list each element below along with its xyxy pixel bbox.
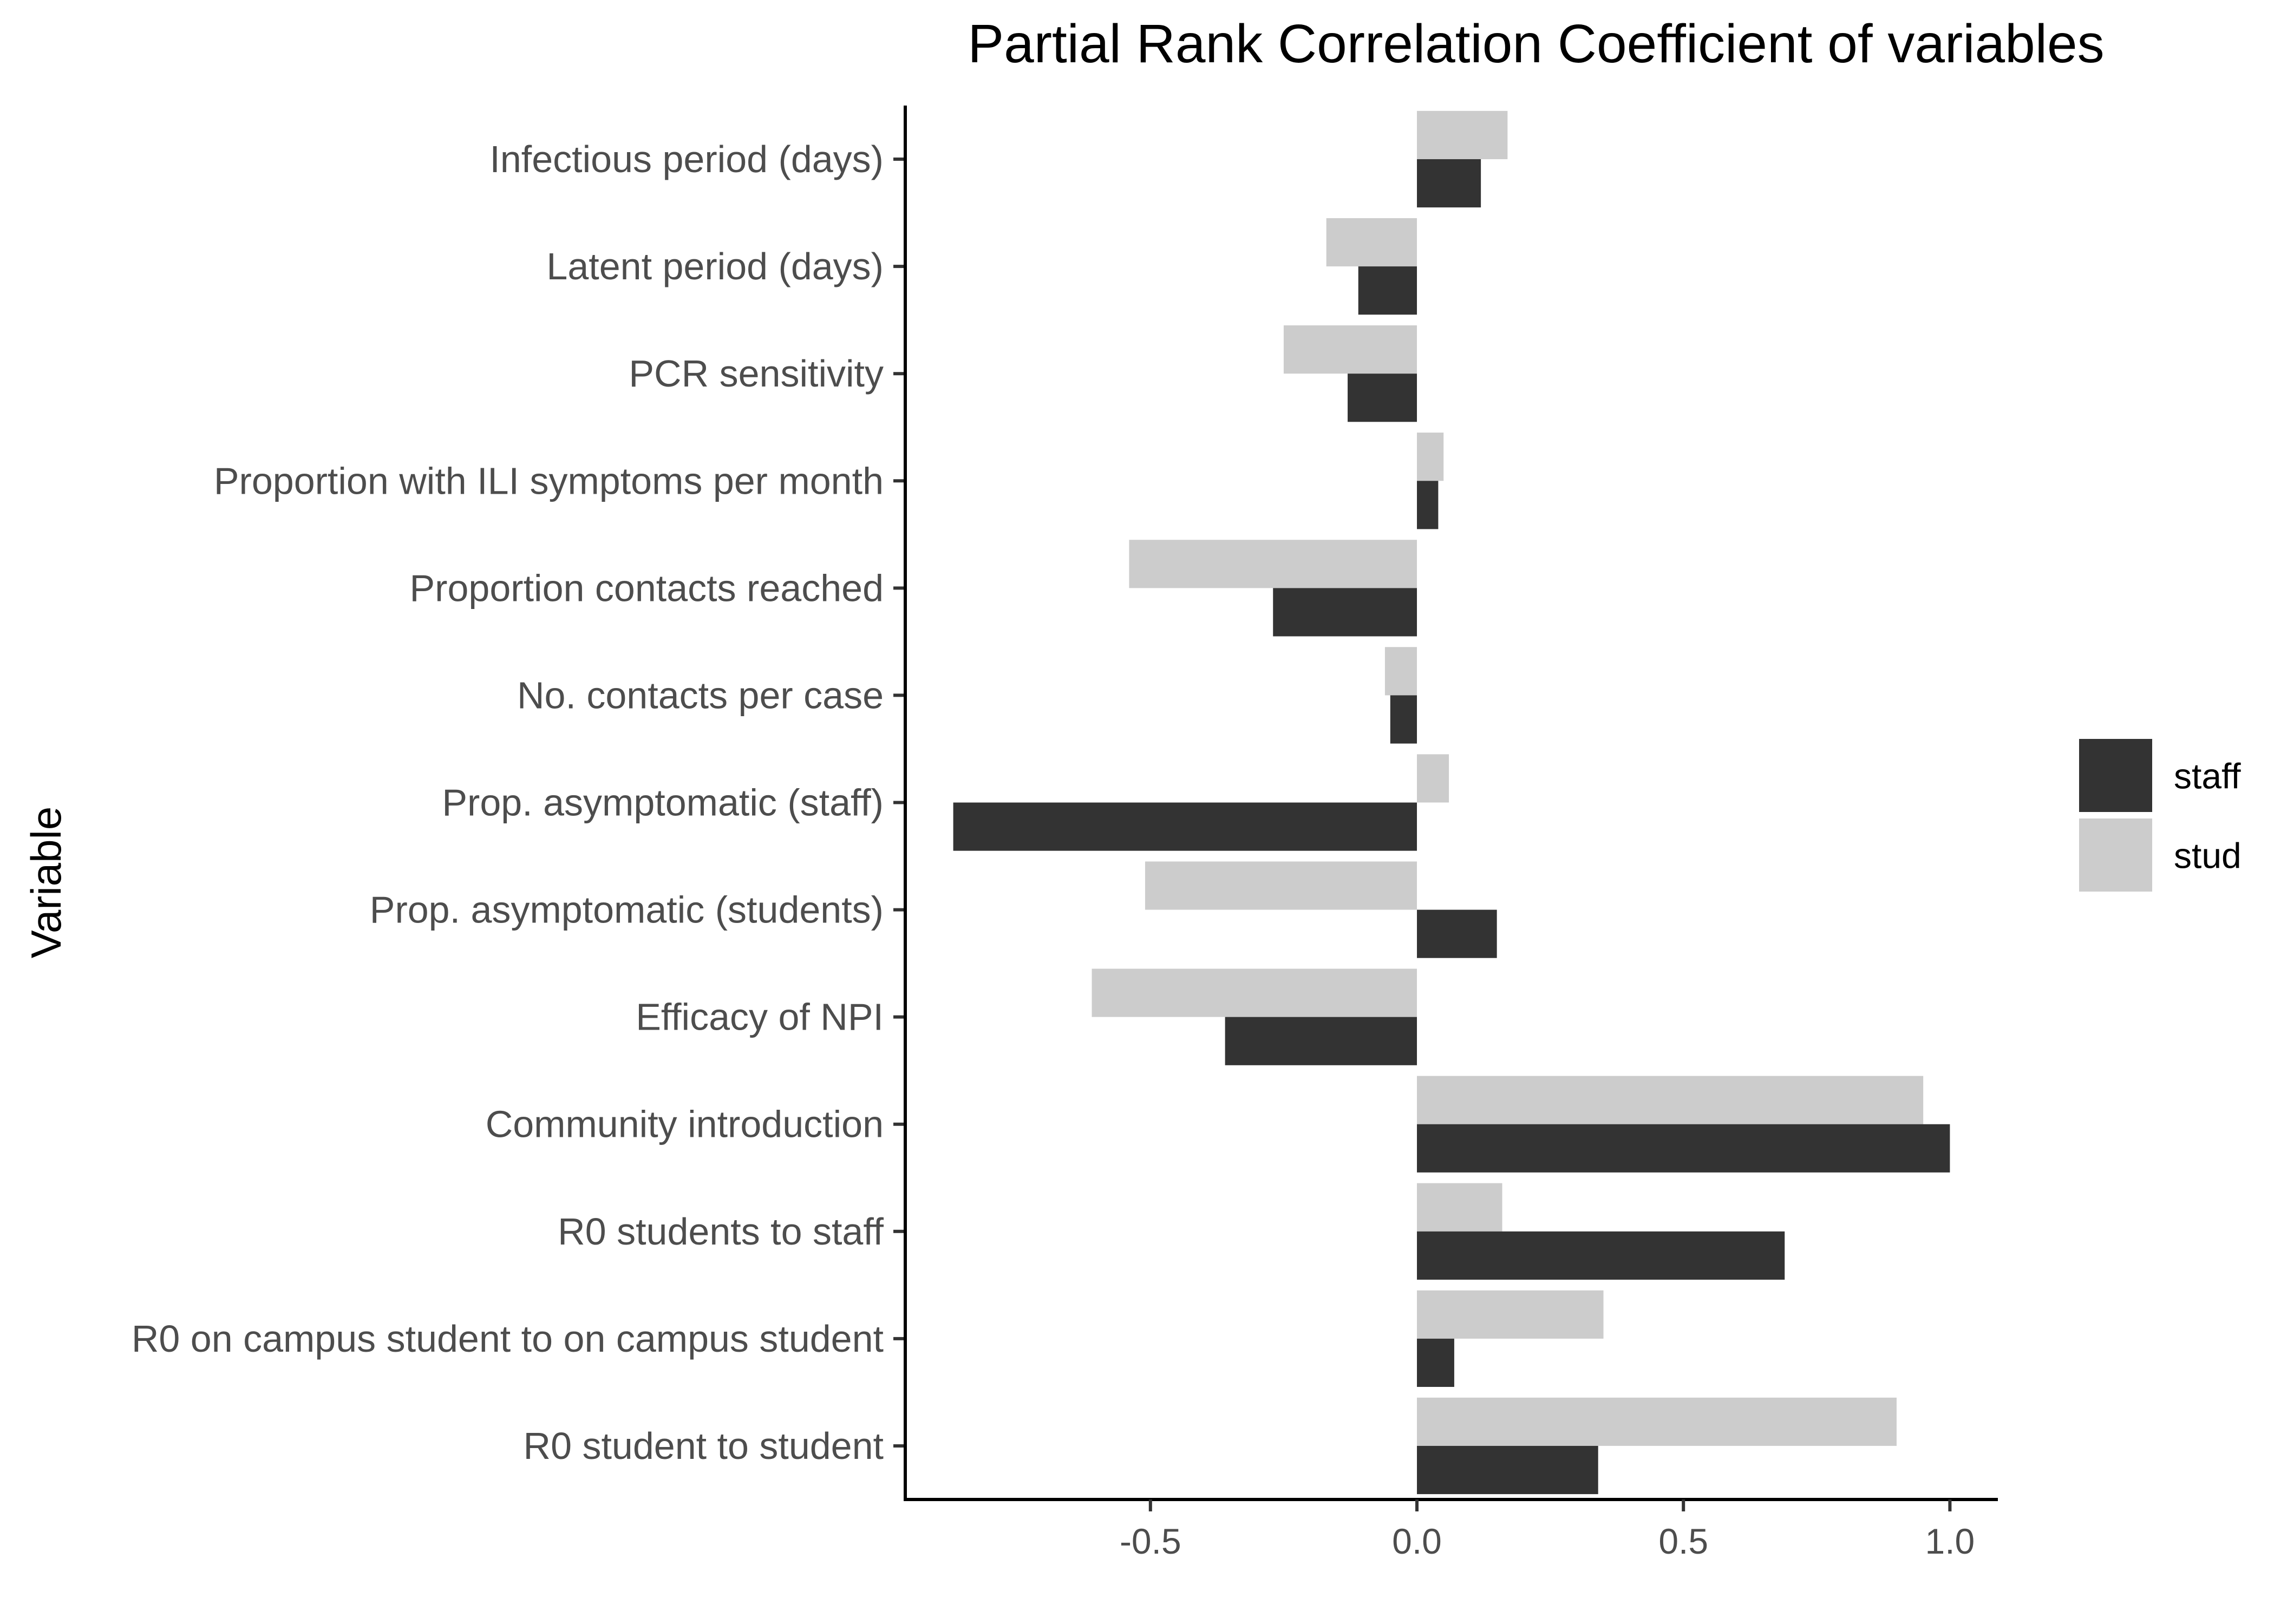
axes-layer [893, 106, 1998, 1511]
bar-staff [1273, 588, 1417, 637]
category-label: Infectious period (days) [489, 138, 884, 180]
category-labels: Infectious period (days) Latent period (d… [132, 138, 884, 1467]
bar-stud [1417, 1183, 1502, 1232]
legend-key-staff [2079, 739, 2152, 812]
legend: staff stud [2079, 739, 2242, 892]
bar-staff [1390, 695, 1417, 744]
category-label: Proportion contacts reached [409, 567, 884, 609]
bar-stud [1326, 218, 1417, 267]
bar-staff [1417, 159, 1481, 208]
category-label: No. contacts per case [517, 674, 884, 716]
bar-stud [1417, 1397, 1897, 1446]
category-label: R0 student to student [524, 1425, 884, 1467]
bars-layer [953, 110, 1950, 1495]
chart-title: Partial Rank Correlation Coefficient of … [968, 14, 2104, 74]
bar-stud [1417, 1290, 1604, 1339]
category-label: Proportion with ILI symptoms per month [214, 460, 884, 502]
bar-stud [1417, 110, 1508, 160]
bar-staff [1417, 1124, 1950, 1173]
bar-staff [1225, 1017, 1417, 1065]
category-label: PCR sensitivity [629, 352, 884, 395]
category-label: Community introduction [486, 1103, 884, 1145]
x-tick-label: 0.0 [1392, 1521, 1442, 1561]
bar-stud [1384, 647, 1417, 696]
legend-key-stud [2079, 818, 2152, 892]
bar-staff [1358, 266, 1417, 315]
bar-staff [1348, 374, 1417, 422]
legend-label-stud: stud [2174, 836, 2242, 876]
bar-staff [1417, 1445, 1598, 1495]
category-label: Latent period (days) [546, 245, 884, 287]
bar-staff [1417, 481, 1439, 529]
category-label: Prop. asymptomatic (staff) [442, 782, 884, 824]
x-tick-label: 1.0 [1925, 1521, 1975, 1561]
category-label: R0 students to staff [558, 1210, 884, 1253]
bar-stud [1092, 968, 1417, 1017]
y-axis-title: Variable [22, 807, 70, 958]
bar-stud [1145, 861, 1417, 910]
bar-stud [1417, 754, 1449, 803]
bar-stud [1129, 540, 1417, 588]
category-label: Efficacy of NPI [636, 996, 884, 1038]
bar-stud [1417, 433, 1444, 481]
bar-stud [1283, 325, 1417, 374]
category-label: R0 on campus student to on campus studen… [132, 1318, 884, 1360]
category-label: Prop. asymptomatic (students) [370, 889, 884, 931]
bar-stud [1417, 1076, 1924, 1124]
bar-staff [953, 802, 1417, 851]
x-tick-label: -0.5 [1120, 1521, 1181, 1561]
x-tick-labels: -0.5 0.0 0.5 1.0 [1120, 1521, 1975, 1561]
bar-staff [1417, 1338, 1454, 1387]
bar-staff [1417, 909, 1497, 958]
legend-label-staff: staff [2174, 756, 2241, 796]
x-tick-label: 0.5 [1658, 1521, 1708, 1561]
bar-staff [1417, 1231, 1785, 1280]
